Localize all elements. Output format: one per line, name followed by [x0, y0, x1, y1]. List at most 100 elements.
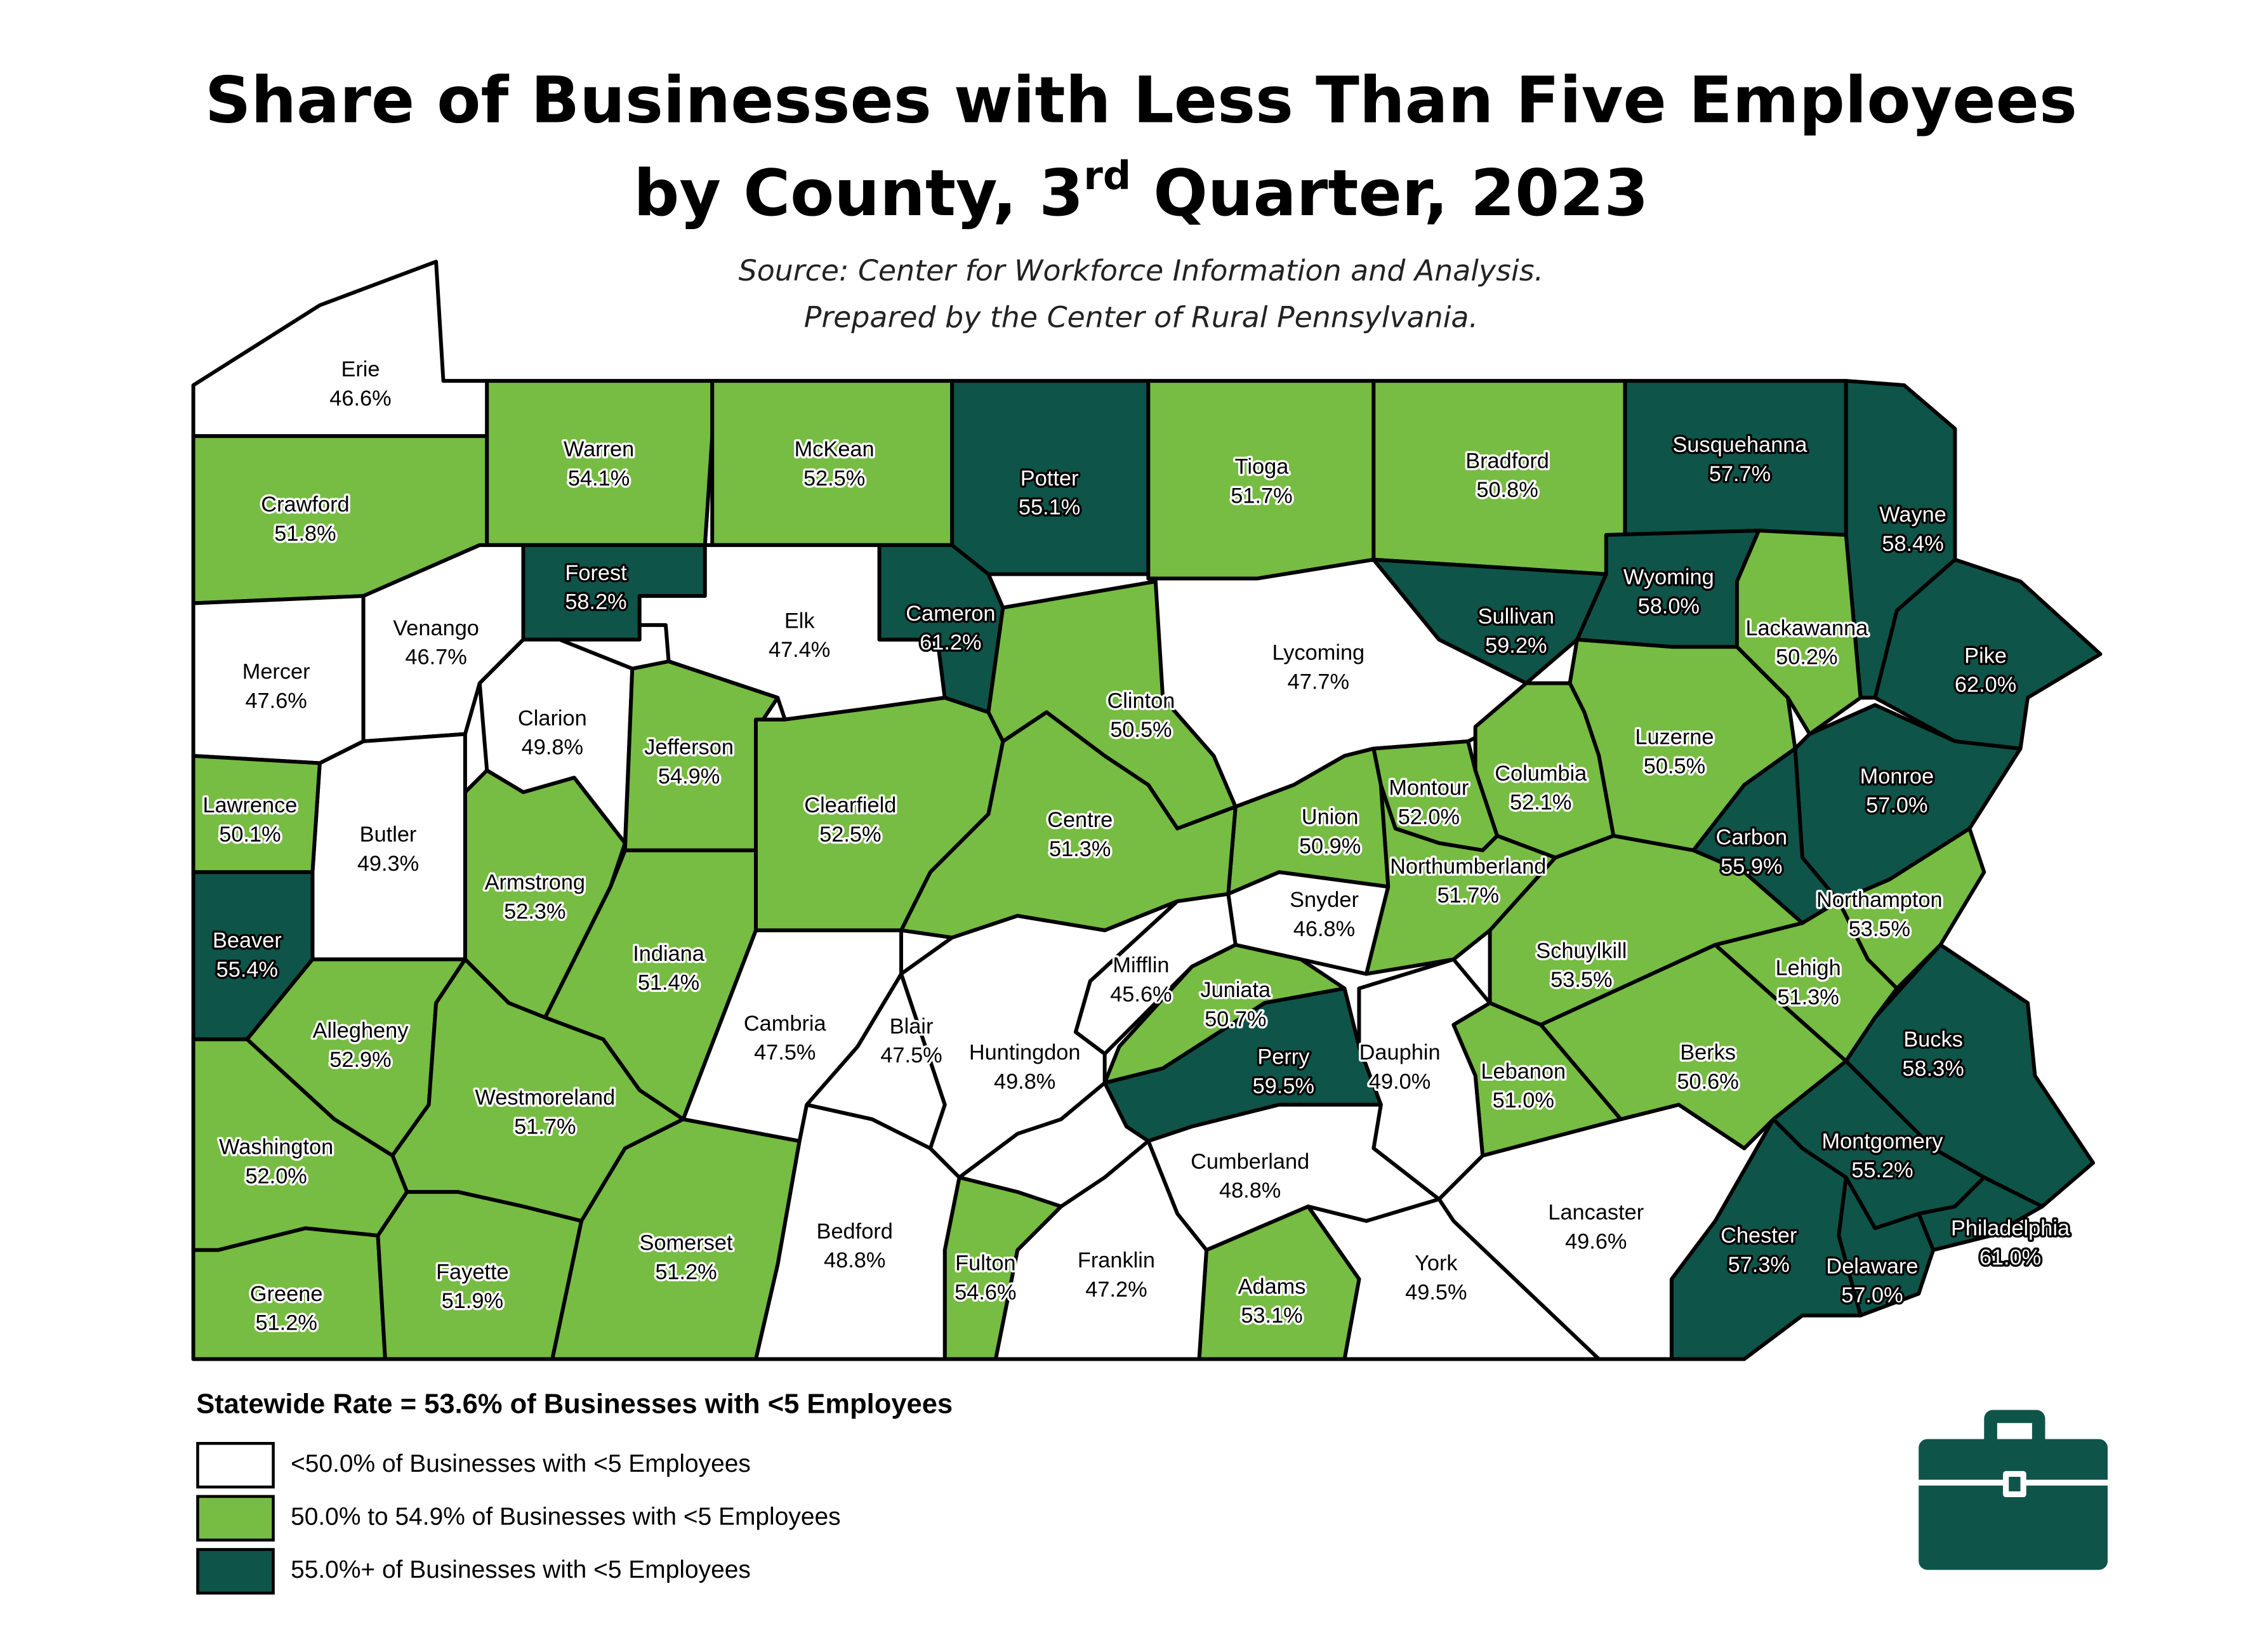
county-value-label: 55.1%: [1019, 496, 1080, 520]
county: [310, 732, 467, 961]
county-name: Cumberland: [1191, 1149, 1309, 1173]
county-value-label: 58.4%: [1882, 532, 1943, 556]
county-value-label: 52.1%: [1510, 791, 1571, 815]
county-name: Franklin: [1078, 1248, 1155, 1272]
county-name: Dauphin: [1359, 1041, 1441, 1065]
county-name: Pike: [1964, 644, 2007, 668]
county-name: Bradford: [1465, 449, 1549, 473]
title-text: Quarter, 2023: [1131, 155, 1648, 230]
icon-handle: [1984, 1410, 2045, 1439]
county-name: Allegheny: [313, 1019, 409, 1043]
county-name: Lehigh: [1776, 956, 1841, 981]
county-value-label: 47.5%: [754, 1041, 816, 1065]
county-name: York: [1415, 1252, 1458, 1276]
county-value-label: 46.7%: [405, 645, 466, 670]
county-name: Beaver: [213, 928, 282, 953]
county-value-label: 48.8%: [1219, 1179, 1281, 1203]
source-line: Source: Center for Workforce Information…: [739, 253, 1543, 287]
county: [1623, 379, 1848, 537]
county-value-label: 50.8%: [1476, 478, 1538, 502]
county-name: Venango: [393, 616, 479, 640]
county-name: Monroe: [1860, 764, 1934, 788]
county-value-label: 46.6%: [329, 387, 391, 411]
county-name: Fayette: [436, 1260, 509, 1284]
legend-swatch: [196, 1495, 275, 1542]
county-value-label: 51.4%: [638, 971, 699, 995]
county-name: Sullivan: [1478, 604, 1554, 628]
icon-body: [1919, 1439, 2108, 1570]
county-name: Snyder: [1290, 888, 1359, 912]
county: [1873, 557, 2103, 751]
county-value-label: 50.2%: [1776, 645, 1837, 670]
county-name: Perry: [1257, 1045, 1310, 1069]
county-value-label: 48.8%: [824, 1248, 885, 1272]
county-value-label: 54.1%: [568, 466, 630, 491]
county-value-label: 51.0%: [1493, 1088, 1554, 1113]
county: [376, 1190, 584, 1361]
county-value-label: 49.3%: [357, 852, 419, 876]
county-name: Fulton: [955, 1252, 1015, 1276]
county-value-label: 49.8%: [522, 736, 583, 760]
county-name: Juniata: [1200, 978, 1271, 1002]
county-value-label: 51.7%: [1437, 883, 1499, 908]
county-name: Berks: [1680, 1041, 1736, 1065]
county-name: Montour: [1389, 776, 1469, 800]
county-value-label: 58.2%: [565, 590, 626, 614]
county-name: Westmoreland: [475, 1086, 615, 1110]
county-value-label: 45.6%: [1110, 982, 1172, 1007]
county-value-label: 54.6%: [955, 1280, 1016, 1304]
county-value-label: 51.7%: [514, 1114, 576, 1139]
icon-clasp-inner: [2009, 1476, 2021, 1491]
county-value-label: 47.6%: [245, 689, 307, 713]
county-name: Crawford: [261, 492, 349, 517]
county-value-label: 47.2%: [1085, 1278, 1147, 1302]
county-value-label: 52.5%: [819, 823, 881, 847]
statewide-rate: Statewide Rate = 53.6% of Businesses wit…: [196, 1389, 953, 1419]
county-value-label: 57.7%: [1709, 462, 1771, 486]
county: [1734, 529, 1863, 736]
source-line: Prepared by the Center of Rural Pennsylv…: [804, 300, 1478, 334]
county-name: Jefferson: [644, 736, 734, 760]
county-name: Cambria: [744, 1012, 827, 1036]
county-name: Forest: [565, 561, 627, 585]
county-value-label: 49.6%: [1565, 1229, 1627, 1253]
county-value-label: 52.0%: [1398, 805, 1460, 829]
county-value-label: 52.9%: [329, 1048, 391, 1072]
county-value-label: 58.3%: [1902, 1057, 1964, 1081]
county-name: Adams: [1238, 1274, 1306, 1298]
county-name: Elk: [784, 609, 816, 633]
county-name: Lebanon: [1481, 1059, 1566, 1083]
title-line-2: by County, 3rd Quarter, 2023: [633, 153, 1648, 230]
county-value-label: 49.8%: [994, 1069, 1055, 1094]
county-value-label: 52.0%: [245, 1164, 307, 1188]
county: [485, 379, 715, 547]
county-name: Mifflin: [1113, 953, 1169, 977]
county-value-label: 51.7%: [1231, 484, 1292, 508]
county-name: Luzerne: [1635, 725, 1714, 750]
county-value-label: 59.5%: [1253, 1074, 1314, 1098]
county-name: Cameron: [906, 602, 995, 626]
county-name: Northampton: [1816, 888, 1943, 912]
county-name: Indiana: [633, 942, 705, 966]
county-value-label: 51.2%: [655, 1260, 717, 1284]
county-name: Lawrence: [202, 793, 297, 817]
county-value-label: 50.6%: [1677, 1069, 1738, 1094]
county-value-label: 58.0%: [1638, 594, 1700, 618]
county-value-label: 47.5%: [880, 1043, 942, 1067]
county-name: Union: [1302, 805, 1359, 829]
county-name: Blair: [890, 1014, 934, 1038]
county-value-label: 51.3%: [1777, 986, 1839, 1010]
legend-label: 55.0%+ of Businesses with <5 Employees: [291, 1556, 751, 1583]
county-value-label: 47.7%: [1288, 670, 1349, 694]
county-value-label: 57.0%: [1841, 1283, 1903, 1307]
county-name: Greene: [250, 1282, 323, 1306]
county-value-label: 51.3%: [1049, 837, 1111, 861]
legend-label: <50.0% of Businesses with <5 Employees: [291, 1450, 751, 1477]
county-value-label: 50.7%: [1205, 1007, 1266, 1031]
county-value-label: 47.4%: [769, 638, 830, 662]
county-name: Montgomery: [1822, 1129, 1944, 1153]
county-name: Clinton: [1107, 689, 1175, 713]
county-name: Tioga: [1235, 455, 1290, 479]
